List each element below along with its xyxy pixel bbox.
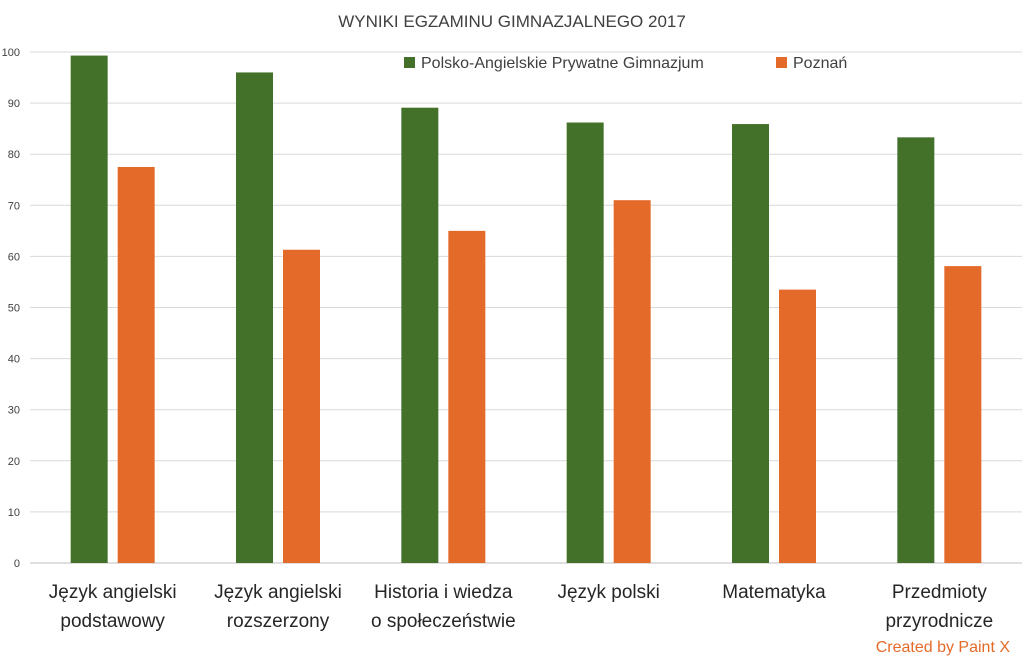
gridlines <box>30 51 1022 564</box>
bar-gimnazjum <box>401 107 439 563</box>
x-tick-label: Przedmioty przyrodnicze <box>885 582 993 632</box>
x-tick-label-line: o społeczeństwie <box>371 611 516 632</box>
x-tick-label-line: rozszerzony <box>227 611 330 632</box>
bar-gimnazjum <box>566 122 604 563</box>
y-tick-label: 40 <box>8 354 20 366</box>
x-tick-label-line: Język angielski <box>214 582 342 603</box>
legend: Polsko-Angielskie Prywatne Gimnazjum Pozn… <box>404 55 847 72</box>
x-tick-label-line: przyrodnicze <box>885 611 993 632</box>
y-tick-label: 30 <box>8 405 20 417</box>
legend-swatch <box>776 57 787 68</box>
x-tick-label-line: Język polski <box>557 582 659 603</box>
bar-poznan <box>779 289 816 563</box>
legend-swatch <box>404 57 415 68</box>
x-tick-label-line: Przedmioty <box>892 582 988 603</box>
x-tick-label: Język angielski podstawowy <box>49 582 177 632</box>
bar-poznan <box>283 249 320 563</box>
x-tick-label-line: Historia i wiedza <box>374 582 513 603</box>
x-tick-label: Język angielski rozszerzony <box>214 582 342 632</box>
x-tick-label: Język polski <box>557 582 659 603</box>
bar-poznan <box>448 230 486 563</box>
y-tick-label: 80 <box>8 149 20 161</box>
x-tick-label: Historia i wiedza o społeczeństwie <box>371 582 516 632</box>
bar-gimnazjum <box>897 137 935 563</box>
bar-poznan <box>613 200 651 563</box>
x-tick-label: Matematyka <box>722 582 826 603</box>
legend-label: Poznań <box>793 55 847 72</box>
y-tick-label: 100 <box>2 47 20 59</box>
credit-watermark: Created by Paint X <box>875 639 1010 656</box>
x-tick-label-line: Matematyka <box>722 582 826 603</box>
bar-poznan <box>117 166 155 563</box>
x-tick-label-line: podstawowy <box>60 611 165 632</box>
y-tick-label: 20 <box>8 456 20 468</box>
chart-title: WYNIKI EGZAMINU GIMNAZJALNEGO 2017 <box>338 12 686 31</box>
y-axis-ticks: 0 10 20 30 40 50 60 70 80 90 100 <box>2 47 20 570</box>
x-tick-label-line: Język angielski <box>49 582 177 603</box>
bar-poznan <box>944 266 982 563</box>
y-tick-label: 0 <box>14 558 20 570</box>
bars <box>70 55 982 564</box>
y-tick-label: 10 <box>8 507 20 519</box>
legend-label: Polsko-Angielskie Prywatne Gimnazjum <box>421 55 704 72</box>
y-tick-label: 50 <box>8 303 20 315</box>
bar-gimnazjum <box>70 55 108 564</box>
y-tick-label: 90 <box>8 98 20 110</box>
bar-gimnazjum <box>732 124 769 564</box>
bar-gimnazjum <box>236 72 273 563</box>
y-tick-label: 70 <box>8 200 20 212</box>
y-tick-label: 60 <box>8 251 20 263</box>
